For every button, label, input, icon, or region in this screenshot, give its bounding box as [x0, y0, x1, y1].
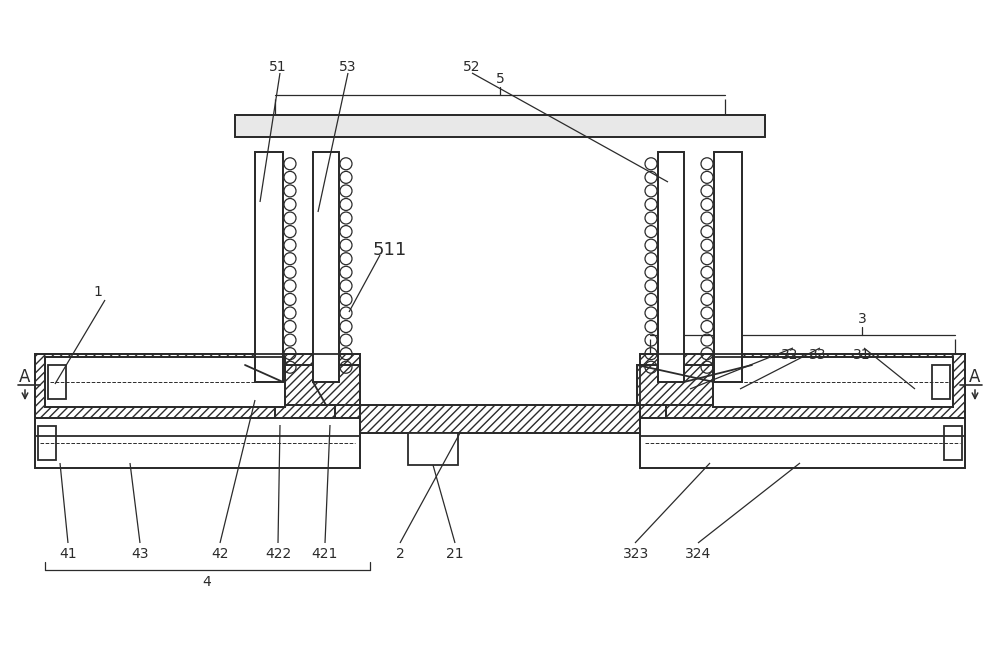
Bar: [408, 433, 458, 465]
Bar: [640, 354, 965, 436]
Bar: [714, 152, 742, 382]
Bar: [640, 418, 965, 468]
Bar: [313, 152, 339, 382]
Text: 51: 51: [269, 60, 287, 74]
Bar: [35, 354, 360, 436]
Bar: [275, 405, 335, 430]
Bar: [640, 418, 965, 468]
Bar: [35, 354, 360, 436]
Text: 323: 323: [623, 547, 649, 561]
Text: 33: 33: [809, 348, 827, 362]
Bar: [606, 405, 666, 430]
Text: 31: 31: [853, 348, 871, 362]
Bar: [658, 152, 684, 382]
Bar: [713, 357, 953, 407]
Bar: [932, 365, 950, 399]
Bar: [255, 152, 283, 382]
Bar: [944, 426, 962, 460]
Bar: [45, 357, 285, 407]
Bar: [35, 418, 360, 468]
Text: A: A: [969, 368, 981, 386]
Bar: [658, 152, 684, 382]
Text: 4: 4: [203, 575, 211, 589]
Text: 21: 21: [446, 547, 464, 561]
Bar: [38, 426, 56, 460]
Bar: [640, 354, 965, 436]
Text: 43: 43: [131, 547, 149, 561]
Text: 511: 511: [373, 241, 407, 259]
Bar: [45, 357, 285, 407]
Bar: [360, 405, 640, 433]
Bar: [275, 405, 335, 430]
Text: 42: 42: [211, 547, 229, 561]
Text: 2: 2: [396, 547, 404, 561]
Bar: [235, 115, 765, 137]
Bar: [714, 152, 742, 382]
Bar: [313, 152, 339, 382]
Bar: [35, 354, 360, 436]
Text: 422: 422: [265, 547, 291, 561]
Text: 1: 1: [94, 285, 102, 299]
Bar: [255, 152, 283, 382]
Text: 32: 32: [781, 348, 799, 362]
Bar: [245, 365, 360, 405]
Text: 53: 53: [339, 60, 357, 74]
Bar: [48, 365, 66, 399]
Bar: [245, 365, 360, 405]
Bar: [713, 357, 953, 407]
Text: 41: 41: [59, 547, 77, 561]
Bar: [637, 365, 752, 405]
Text: 52: 52: [463, 60, 481, 74]
Text: 5: 5: [496, 72, 504, 86]
Bar: [235, 115, 765, 137]
Text: 324: 324: [685, 547, 711, 561]
Text: A: A: [19, 368, 31, 386]
Bar: [606, 405, 666, 430]
Bar: [637, 365, 752, 405]
Text: 421: 421: [312, 547, 338, 561]
Text: 3: 3: [858, 312, 866, 326]
Bar: [360, 405, 640, 433]
Bar: [640, 354, 965, 436]
Bar: [35, 418, 360, 468]
